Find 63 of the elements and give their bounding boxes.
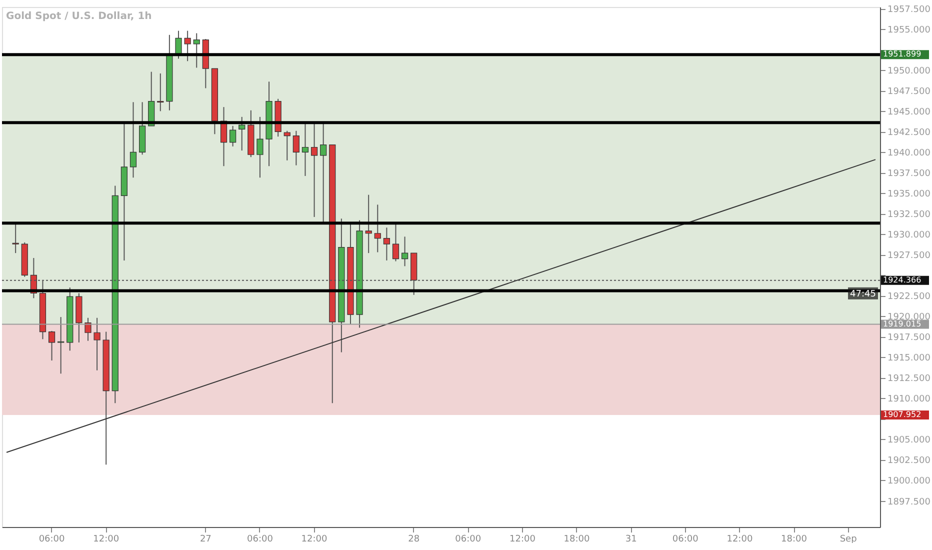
y-tick-label: 1922.500 [888,292,931,302]
y-tick-label: 1940.000 [888,148,931,159]
x-tick-label: 12:00 [726,534,753,544]
candlestick [284,130,290,161]
ref-line-label: 1924.366 [883,275,922,284]
y-tick-label: 1905.000 [888,436,931,446]
y-tick-label: 1930.000 [888,230,931,241]
x-tick-label: 27 [200,534,212,544]
x-tick-label: 06:00 [247,534,274,544]
candlestick [238,116,246,152]
candlestick [302,121,309,176]
candlestick [58,316,64,374]
candlestick [365,194,372,254]
y-tick-label: 1947.500 [888,87,931,98]
candlestick [175,30,182,60]
candlestick [374,204,381,253]
x-tick-label: 06:00 [672,534,699,544]
x-tick-label: 18:00 [564,534,590,544]
y-tick-label: 1915.000 [888,354,931,364]
candlestick [401,236,408,267]
candlestick [184,30,191,62]
y-tick-label: 1957.500 [888,5,931,16]
y-tick-label: 1932.500 [888,210,931,220]
y-tick-label: 1927.500 [888,251,931,262]
x-tick-label: 06:00 [455,534,482,544]
x-tick-label: 28 [408,534,420,544]
x-tick-label: 12:00 [93,534,120,544]
y-tick-label: 1945.000 [888,108,931,118]
x-tick-label: 06:00 [38,534,66,544]
ref-line-label: 1919.015 [883,319,922,328]
candlestick [130,102,137,178]
candlestick [292,130,300,166]
candlestick [48,330,56,361]
y-tick-label: 1910.000 [888,394,931,405]
candlestick [94,317,100,371]
candlestick [193,32,200,68]
candlestick [230,125,236,147]
candlestick [12,223,19,254]
y-tick-label: 1955.000 [888,26,931,36]
candlestick [320,121,327,222]
band-label: 1907.952 [883,410,922,420]
y-tick-label: 1917.500 [888,333,931,344]
annotation: 47:45 [850,289,876,300]
ref-line-label: 1951.899 [883,50,922,59]
y-tick-label: 1937.500 [888,169,931,180]
candlestick [256,116,264,178]
x-tick-label: Sep [840,534,858,544]
x-tick-label: 31 [625,534,637,544]
x-tick-label: 12:00 [509,534,536,544]
y-tick-label: 1942.500 [888,128,931,138]
candlestick [383,227,390,261]
y-tick-label: 1912.500 [888,374,931,384]
chart-title: Gold Spot / U.S. Dollar, 1h [6,11,152,22]
x-tick-label: 18:00 [781,534,808,544]
candlestick [392,223,400,262]
candlestick [310,121,318,218]
y-tick-label: 1897.500 [888,497,931,508]
candlestick [157,72,164,112]
y-tick-label: 1900.000 [888,476,931,487]
y-tick-label: 1902.500 [888,456,931,466]
y-tick-label: 1935.000 [888,190,931,200]
y-tick-label: 1950.000 [888,66,931,77]
x-tick-label: 12:00 [301,534,328,544]
